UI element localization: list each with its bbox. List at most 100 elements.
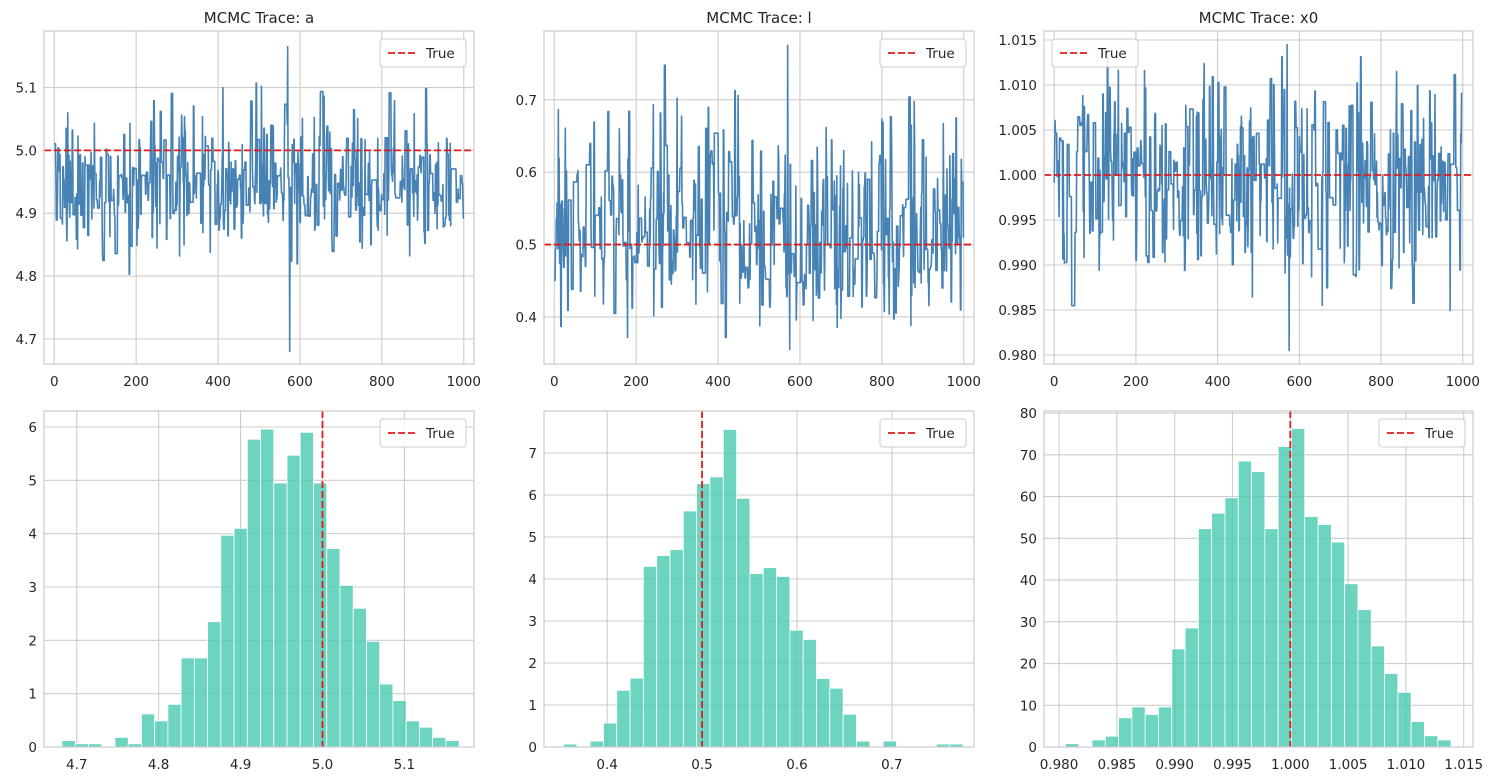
x-tick-label: 800 bbox=[869, 374, 895, 390]
x-tick-label: 0.980 bbox=[1040, 757, 1079, 773]
hist-bar bbox=[1104, 735, 1119, 747]
y-tick-label: 4.7 bbox=[16, 332, 37, 348]
x-tick-label: 200 bbox=[1123, 374, 1149, 390]
chart-panel-0: 0 200 400 600 800 1000 4.7 4.8 4.9 5.0 5.1 MCMC Tra… bbox=[16, 9, 481, 390]
y-tick-label: 5.1 bbox=[16, 81, 37, 97]
legend-box bbox=[879, 38, 967, 68]
hist-bar bbox=[114, 737, 129, 747]
hist-bar bbox=[1330, 541, 1346, 747]
hist-bar bbox=[445, 740, 460, 747]
hist-bar bbox=[154, 720, 169, 747]
x-tick-label: 200 bbox=[623, 374, 649, 390]
x-tick-label: 1.010 bbox=[1387, 757, 1426, 773]
trace-line bbox=[1053, 43, 1463, 352]
hist-bar bbox=[233, 527, 248, 747]
x-tick-label: 600 bbox=[1286, 374, 1312, 390]
y-tick-label: 0.985 bbox=[998, 303, 1037, 319]
hist-bar bbox=[180, 657, 195, 747]
y-tick-label: 5 bbox=[28, 473, 37, 489]
y-tick-label: 30 bbox=[1020, 615, 1037, 631]
hist-bar bbox=[379, 683, 394, 747]
x-tick-label: 200 bbox=[123, 374, 149, 390]
y-tick-label: 1.005 bbox=[998, 123, 1037, 139]
legend-label: True bbox=[1097, 46, 1127, 62]
hist-bar bbox=[1158, 706, 1173, 747]
hist-bar bbox=[1251, 471, 1266, 747]
legend: True bbox=[879, 38, 967, 68]
data-layer bbox=[544, 44, 974, 351]
x-tick-label: 0.6 bbox=[786, 757, 807, 773]
x-tick-label: 0 bbox=[1050, 374, 1059, 390]
legend-label: True bbox=[925, 426, 955, 442]
axes-frame bbox=[1043, 410, 1474, 748]
y-tick-label: 80 bbox=[1020, 406, 1037, 422]
hist-bar bbox=[1211, 512, 1226, 747]
x-tick-label: 1.015 bbox=[1444, 757, 1483, 773]
legend-label: True bbox=[425, 426, 455, 442]
x-tick-label: 1.005 bbox=[1329, 757, 1368, 773]
hist-bar bbox=[1317, 524, 1332, 747]
hist-bar bbox=[1370, 645, 1385, 747]
hist-bar bbox=[207, 621, 222, 747]
x-tick-label: 5.0 bbox=[312, 757, 333, 773]
chart-panel-2: 0 200 400 600 800 1000 0.980 0.985 0.990 0.995 1.0… bbox=[998, 9, 1480, 390]
chart-panel-4: 0.4 0.5 0.6 0.7 0 1 2 3 4 5 6 7 True bbox=[528, 410, 975, 773]
hist-bar bbox=[1437, 739, 1452, 747]
y-tick-label: 4.8 bbox=[16, 269, 37, 285]
y-tick-label: 0.995 bbox=[998, 213, 1037, 229]
x-tick-label: 400 bbox=[705, 374, 731, 390]
chart-title: MCMC Trace: x0 bbox=[1199, 9, 1319, 27]
chart-panel-1: 0 200 400 600 800 1000 0.4 0.5 0.6 0.7 MCMC Trace:… bbox=[516, 9, 981, 390]
y-tick-label: 0.980 bbox=[998, 348, 1037, 364]
hist-bar bbox=[339, 585, 354, 747]
hist-bar bbox=[260, 428, 275, 747]
y-tick-label: 20 bbox=[1020, 657, 1037, 673]
trace-line bbox=[53, 45, 465, 353]
hist-bar bbox=[1118, 717, 1133, 747]
hist-bar bbox=[352, 607, 367, 747]
hist-bar bbox=[1357, 609, 1372, 747]
hist-bar bbox=[1397, 691, 1412, 747]
hist-bar bbox=[366, 641, 381, 747]
hist-bar bbox=[709, 476, 724, 747]
legend-label: True bbox=[1424, 426, 1454, 442]
y-tick-label: 0 bbox=[528, 740, 537, 756]
y-tick-label: 2 bbox=[528, 656, 537, 672]
hist-bar bbox=[1384, 673, 1399, 747]
y-tick-label: 3 bbox=[528, 614, 537, 630]
y-tick-label: 5.0 bbox=[16, 143, 37, 159]
hist-bar bbox=[1410, 721, 1425, 747]
chart-title: MCMC Trace: a bbox=[204, 9, 314, 27]
hist-bar bbox=[722, 429, 737, 747]
hist-bar bbox=[1131, 706, 1146, 747]
hist-bar bbox=[193, 657, 209, 747]
hist-bar bbox=[842, 713, 857, 747]
y-tick-label: 2 bbox=[28, 633, 37, 649]
y-tick-label: 0.6 bbox=[516, 165, 537, 181]
y-tick-label: 1.000 bbox=[998, 168, 1037, 184]
data-layer bbox=[61, 411, 460, 747]
hist-bar bbox=[682, 510, 698, 747]
hist-bar bbox=[816, 678, 831, 747]
x-tick-label: 0.990 bbox=[1155, 757, 1194, 773]
data-layer bbox=[44, 45, 474, 353]
y-tick-label: 0.7 bbox=[516, 93, 537, 109]
hist-bar bbox=[432, 737, 447, 747]
y-tick-label: 0 bbox=[28, 740, 37, 756]
x-tick-label: 0 bbox=[550, 374, 559, 390]
hist-bar bbox=[1171, 648, 1186, 747]
x-tick-label: 400 bbox=[1205, 374, 1231, 390]
y-tick-label: 10 bbox=[1020, 698, 1037, 714]
hist-bar bbox=[656, 555, 671, 747]
y-tick-label: 40 bbox=[1020, 573, 1037, 589]
x-tick-label: 0 bbox=[50, 374, 59, 390]
hist-bar bbox=[1424, 735, 1439, 747]
legend-box bbox=[879, 418, 967, 448]
x-tick-label: 1000 bbox=[947, 374, 981, 390]
hist-bar bbox=[603, 722, 618, 747]
hist-bar bbox=[616, 689, 631, 747]
x-tick-label: 5.1 bbox=[394, 757, 415, 773]
hist-bar bbox=[1091, 739, 1106, 747]
hist-bar bbox=[1197, 528, 1213, 747]
